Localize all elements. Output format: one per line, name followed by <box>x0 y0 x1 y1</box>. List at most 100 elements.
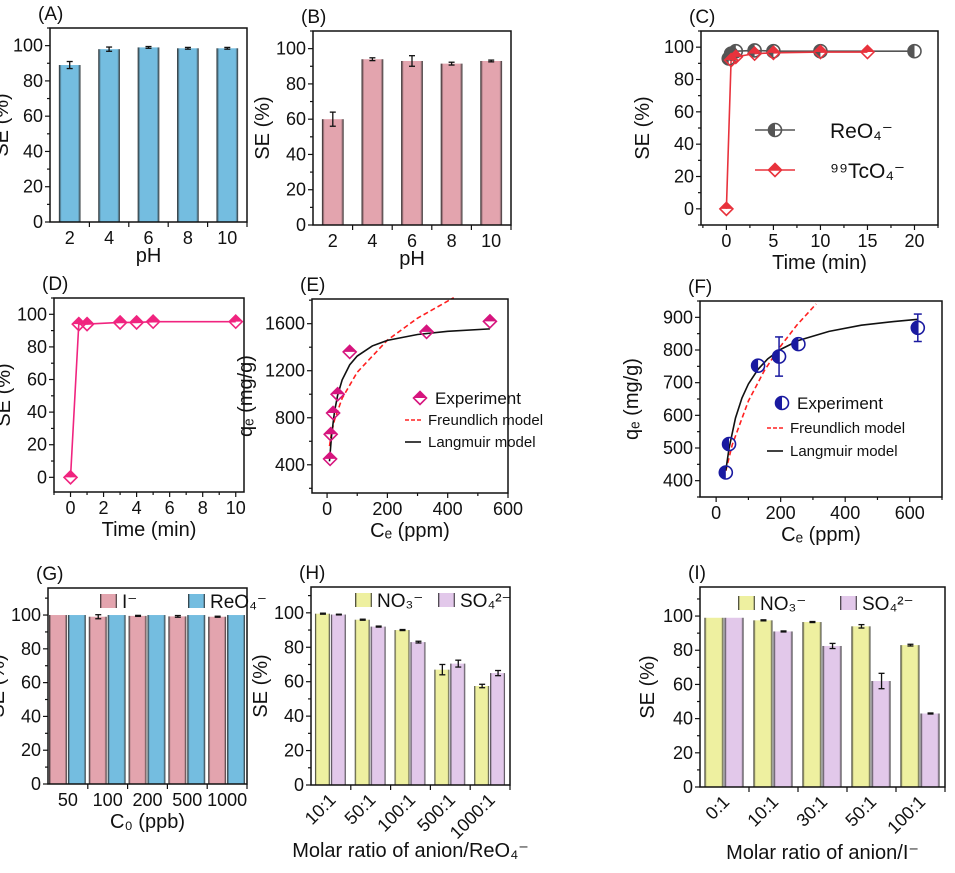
y-tick-label: 20 <box>21 740 41 760</box>
bar <box>410 642 426 785</box>
data-point <box>766 46 780 53</box>
x-tick-label: 100 <box>93 790 123 810</box>
data-point-outline <box>766 43 781 59</box>
y-tick-label: 1600 <box>265 314 305 334</box>
x-axis-label: pH <box>136 245 162 267</box>
plot-frame <box>310 586 511 786</box>
y-tick-label: 700 <box>663 373 693 393</box>
x-tick-label: 100:1 <box>373 790 419 836</box>
bar <box>434 669 450 785</box>
y-tick-label: 20 <box>23 177 43 197</box>
y-tick-label: 100 <box>664 37 694 57</box>
x-tick-label: 1000 <box>207 790 247 810</box>
data-point <box>113 315 127 323</box>
y-tick-label: 40 <box>23 141 43 161</box>
legend-marker-outline <box>774 395 790 411</box>
data-point-outline <box>791 336 806 352</box>
y-axis-label: SE (%) <box>0 654 9 717</box>
x-tick-label: 200 <box>132 790 162 810</box>
data-point-outline <box>79 316 95 332</box>
data-point-outline <box>746 46 763 62</box>
legend-label: Freundlich model <box>428 412 543 429</box>
data-point <box>860 45 874 53</box>
x-axis-label: Cₑ (ppm) <box>781 524 861 546</box>
y-tick-label: 20 <box>284 741 304 761</box>
bar <box>330 614 346 785</box>
y-tick-label: 20 <box>27 435 47 455</box>
x-tick-label: 2 <box>328 231 338 251</box>
x-axis-label: Molar ratio of anion/I⁻ <box>726 842 919 864</box>
data-point <box>343 345 357 352</box>
y-tick-label: 800 <box>275 408 305 428</box>
x-tick-label: 6 <box>165 498 175 518</box>
legend-label: NO₃⁻ <box>760 594 806 615</box>
bar <box>440 63 463 225</box>
legend-swatch <box>438 593 455 607</box>
data-point <box>748 47 762 54</box>
x-axis-label: Cₑ (ppm) <box>370 520 450 542</box>
panel-label: (I) <box>688 563 706 584</box>
legend: NO₃⁻ SO₄²⁻ <box>355 591 512 612</box>
y-tick-label: 80 <box>284 637 304 657</box>
legend-label: I⁻ <box>122 592 137 613</box>
x-axis-label: Time (min) <box>102 519 197 541</box>
data-point-outline <box>145 314 161 330</box>
x-axis-label: Molar ratio of anion/ReO₄⁻ <box>292 840 529 862</box>
y-tick-label: 80 <box>286 74 306 94</box>
y-tick-label: 100 <box>276 39 306 59</box>
legend-label: Experiment <box>435 389 521 408</box>
y-tick-label: 100 <box>663 606 693 626</box>
y-tick-label: 100 <box>11 605 41 625</box>
data-point-outline <box>723 52 739 68</box>
data-point-outline <box>342 344 358 360</box>
bar <box>450 663 466 785</box>
panel-f: (F) 400 500 600 700 800 900 0 200 400 600 qₑ (mg/g)… <box>621 277 943 546</box>
data-point-outline <box>325 405 341 421</box>
y-tick-label: 1200 <box>265 361 305 381</box>
bar <box>187 615 206 784</box>
bar <box>822 645 842 787</box>
bar <box>168 616 187 784</box>
bar <box>354 619 370 785</box>
legend-marker <box>768 163 782 170</box>
x-tick-label: 10 <box>217 228 237 248</box>
y-axis-label: SE (%) <box>250 654 272 717</box>
data-point-outline <box>859 44 876 60</box>
panel-e: (E) 400 800 1200 1600 0 200 400 600 qₑ (mg/g) Cₑ (… <box>235 275 543 542</box>
legend-label: NO₃⁻ <box>377 591 423 612</box>
y-tick-label: 500 <box>663 438 693 458</box>
legend-label: Freundlich model <box>790 420 905 437</box>
bar <box>370 626 386 785</box>
data-point <box>326 406 340 414</box>
y-tick-label: 60 <box>674 102 694 122</box>
y-tick-label: 80 <box>21 639 41 659</box>
panel-a: (A) 0 20 40 60 80 100 2 4 6 8 10 SE (%) pH <box>0 4 248 267</box>
x-tick-label: 6 <box>143 228 153 248</box>
y-tick-label: 80 <box>674 70 694 90</box>
data-point-outline <box>323 426 339 442</box>
plot-frame <box>699 586 946 788</box>
y-tick-label: 0 <box>684 199 694 219</box>
legend-label: ReO₄⁻ <box>210 592 267 613</box>
legend-label: Langmuir model <box>790 443 898 460</box>
bar <box>88 616 107 784</box>
bar <box>58 65 81 222</box>
x-tick-label: 10 <box>810 231 830 251</box>
x-tick-label: 500 <box>172 790 202 810</box>
bar <box>321 119 344 225</box>
legend-label: Langmuir model <box>428 434 536 451</box>
y-tick-label: 0 <box>296 215 306 235</box>
x-axis-label: C₀ (ppb) <box>110 811 185 833</box>
bar <box>98 49 120 222</box>
y-axis-label: SE (%) <box>0 93 13 156</box>
x-tick-label: 200 <box>372 499 402 519</box>
x-tick-label: 15 <box>857 231 877 251</box>
bar <box>177 48 199 223</box>
x-tick-label: 30:1 <box>792 792 831 831</box>
legend-label: SO₄²⁻ <box>460 591 512 612</box>
data-point-outline <box>418 324 435 340</box>
data-point-outline <box>812 44 829 60</box>
legend-marker-outline <box>767 162 783 178</box>
